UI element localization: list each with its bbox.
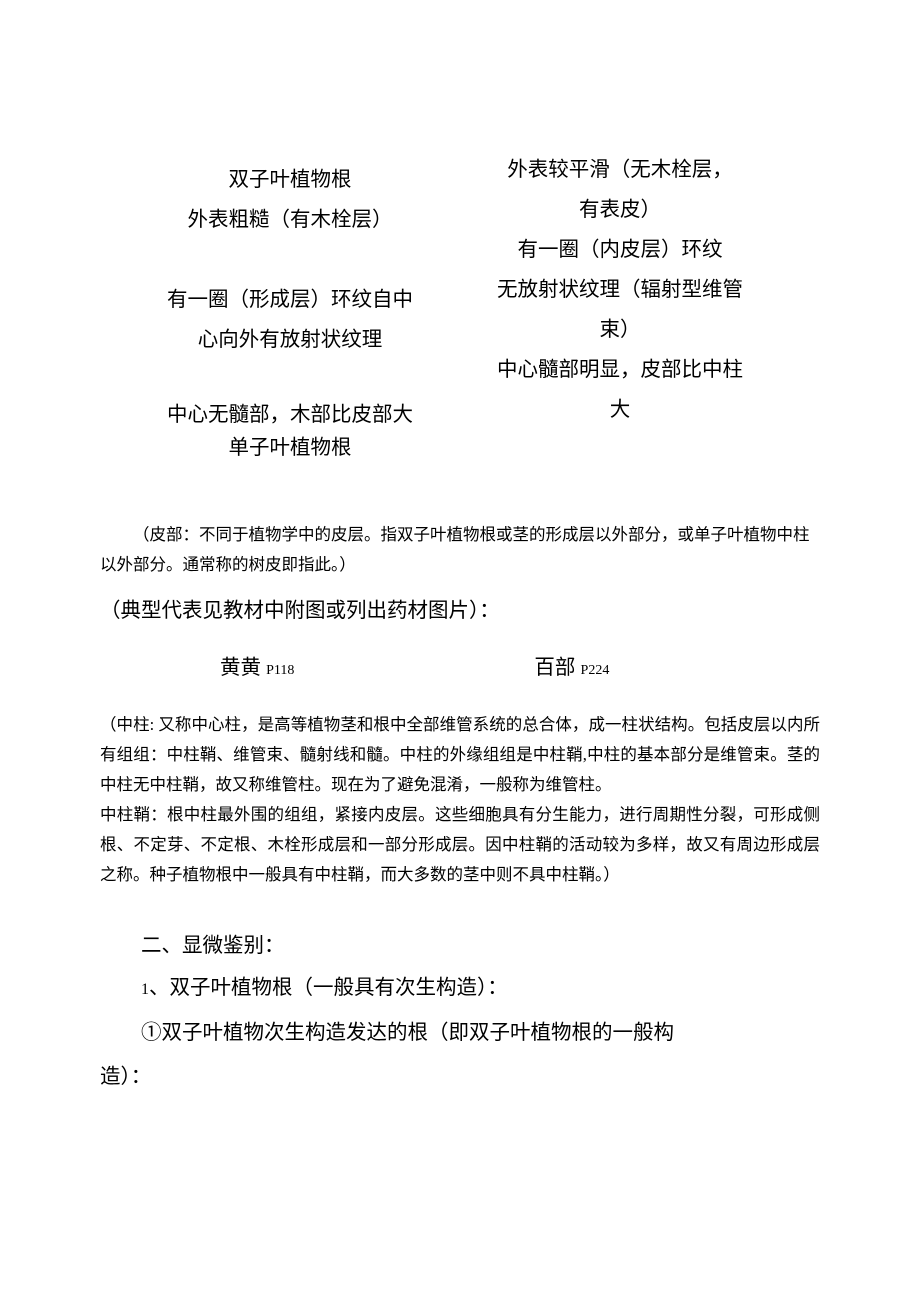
dicot-heading: 双子叶植物根	[130, 160, 450, 200]
monocot-heading: 单子叶植物根	[130, 428, 450, 468]
item-number-1: 1	[141, 981, 149, 998]
explanation-stele: （中柱: 又称中心柱，是高等植物茎和根中全部维管系统的总合体，成一柱状结构。包括…	[100, 710, 820, 800]
comparison-table: 双子叶植物根 外表较平滑（无木栓层， 外表粗糙（有木栓层） 有表皮） 有一圈（内…	[100, 160, 820, 500]
section-2-para-1a: ①双子叶植物次生构造发达的根（即双子叶植物根的一般构	[100, 1011, 820, 1055]
monocot-radial-1: 无放射状纹理（辐射型维管	[450, 270, 790, 310]
note-cortex: （皮部：不同于植物学中的皮层。指双子叶植物根或茎的形成层以外部分，或单子叶植物中…	[100, 520, 820, 580]
example-right-page: P224	[581, 663, 610, 678]
section-2-item-1: 1、双子叶植物根（一般具有次生构造）：	[100, 967, 820, 1011]
representative-intro: （典型代表见教材中附图或列出药材图片）：	[100, 592, 820, 630]
example-huanghuang: 黄黄 P118	[220, 650, 294, 680]
dicot-ring-2: 心向外有放射状纹理	[130, 320, 450, 360]
dicot-ring-1: 有一圈（形成层）环纹自中	[130, 280, 450, 320]
explanation-pericycle: 中柱鞘：根中柱最外围的组组，紧接内皮层。这些细胞具有分生能力，进行周期性分裂，可…	[100, 800, 820, 890]
section-2-heading: 二、显微鉴别：	[100, 925, 820, 967]
examples-row: 黄黄 P118 百部 P224	[100, 650, 820, 680]
monocot-surface-1: 外表较平滑（无木栓层，	[450, 150, 790, 190]
monocot-pith-1: 中心髓部明显，皮部比中柱	[450, 350, 790, 390]
monocot-pith-2: 大	[450, 390, 790, 430]
item-text-1: 、双子叶植物根（一般具有次生构造）：	[149, 977, 508, 999]
monocot-radial-2: 束）	[450, 310, 790, 350]
monocot-ring: 有一圈（内皮层）环纹	[450, 230, 790, 270]
dicot-surface: 外表粗糙（有木栓层）	[130, 200, 450, 240]
example-left-page: P118	[266, 663, 294, 678]
monocot-surface-2: 有表皮）	[450, 190, 790, 230]
example-right-name: 百部	[534, 657, 580, 679]
example-left-name: 黄黄	[220, 657, 266, 679]
section-2-para-1b: 造）：	[100, 1055, 820, 1099]
example-baibu: 百部 P224	[534, 650, 609, 680]
